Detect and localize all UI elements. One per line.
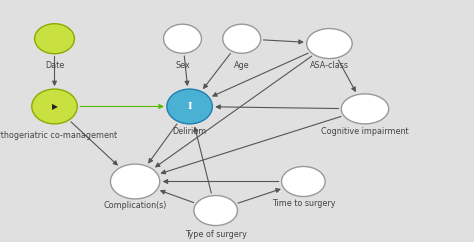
Text: Cognitive impairment: Cognitive impairment [321,127,409,136]
Ellipse shape [164,24,201,53]
Text: Delirium: Delirium [173,127,207,136]
Text: I: I [187,102,192,111]
Ellipse shape [307,29,352,59]
Text: Date: Date [45,61,64,70]
Ellipse shape [223,24,261,53]
Text: ASA-class: ASA-class [310,61,349,70]
Text: Type of surgery: Type of surgery [185,230,246,239]
Text: Time to surgery: Time to surgery [272,199,335,208]
Text: Age: Age [234,61,249,70]
Ellipse shape [110,164,160,199]
Text: ▶: ▶ [52,102,57,111]
Ellipse shape [341,94,389,124]
Text: Orthogeriatric co-management: Orthogeriatric co-management [0,131,118,140]
Text: Sex: Sex [175,61,190,70]
Ellipse shape [32,89,77,124]
Ellipse shape [35,24,74,54]
Ellipse shape [282,166,325,197]
Ellipse shape [194,196,237,226]
Ellipse shape [167,89,212,124]
Text: Complication(s): Complication(s) [103,201,167,210]
